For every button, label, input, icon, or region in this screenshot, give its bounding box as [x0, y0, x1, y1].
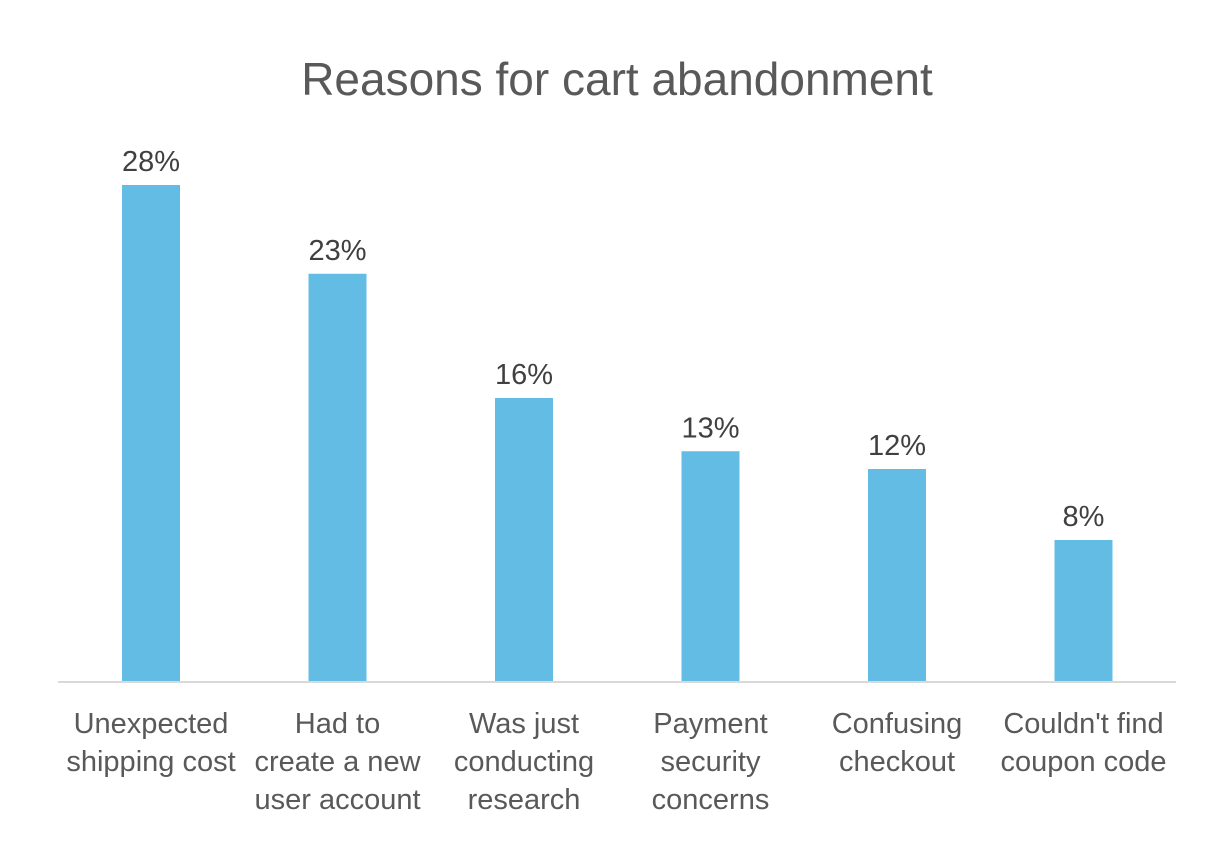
bars-group: [122, 185, 1113, 682]
bar: [1054, 540, 1113, 682]
category-label-line: Payment: [653, 708, 767, 740]
category-label: Payment security concerns: [652, 708, 770, 816]
category-label-line: conducting: [454, 746, 594, 778]
data-label: 13%: [681, 412, 739, 444]
category-label-line: Was just: [469, 708, 579, 740]
data-labels-group: 28% 23% 16% 13% 12% 8%: [122, 146, 1104, 533]
category-label: Unexpected shipping cost: [66, 708, 235, 778]
category-label-line: Couldn't find: [1003, 708, 1163, 740]
category-label-line: shipping cost: [66, 746, 235, 778]
bar: [308, 273, 367, 682]
category-labels-group: Unexpected shipping cost Had to create a ne…: [66, 708, 1166, 816]
bar: [868, 469, 926, 682]
bar: [681, 451, 740, 682]
bar: [495, 398, 553, 682]
chart-title: Reasons for cart abandonment: [301, 53, 933, 105]
category-label-line: checkout: [839, 746, 955, 778]
category-label: Was just conducting research: [454, 708, 594, 816]
bar: [122, 185, 180, 682]
category-label-line: Unexpected: [74, 708, 229, 740]
category-label-line: Confusing: [832, 708, 963, 740]
data-label: 23%: [308, 235, 366, 267]
data-label: 8%: [1063, 501, 1105, 533]
category-label-line: Had to: [295, 708, 380, 740]
data-label: 16%: [495, 359, 553, 391]
category-label-line: create a new: [254, 746, 421, 778]
data-label: 12%: [868, 430, 926, 462]
data-label: 28%: [122, 146, 180, 178]
category-label-line: research: [468, 784, 581, 816]
category-label: Confusing checkout: [832, 708, 963, 778]
category-label-line: concerns: [652, 784, 770, 816]
category-label-line: coupon code: [1000, 746, 1166, 778]
category-label: Couldn't find coupon code: [1000, 708, 1166, 778]
category-label-line: user account: [254, 784, 420, 816]
category-label-line: security: [661, 746, 761, 778]
category-label: Had to create a new user account: [254, 708, 421, 816]
